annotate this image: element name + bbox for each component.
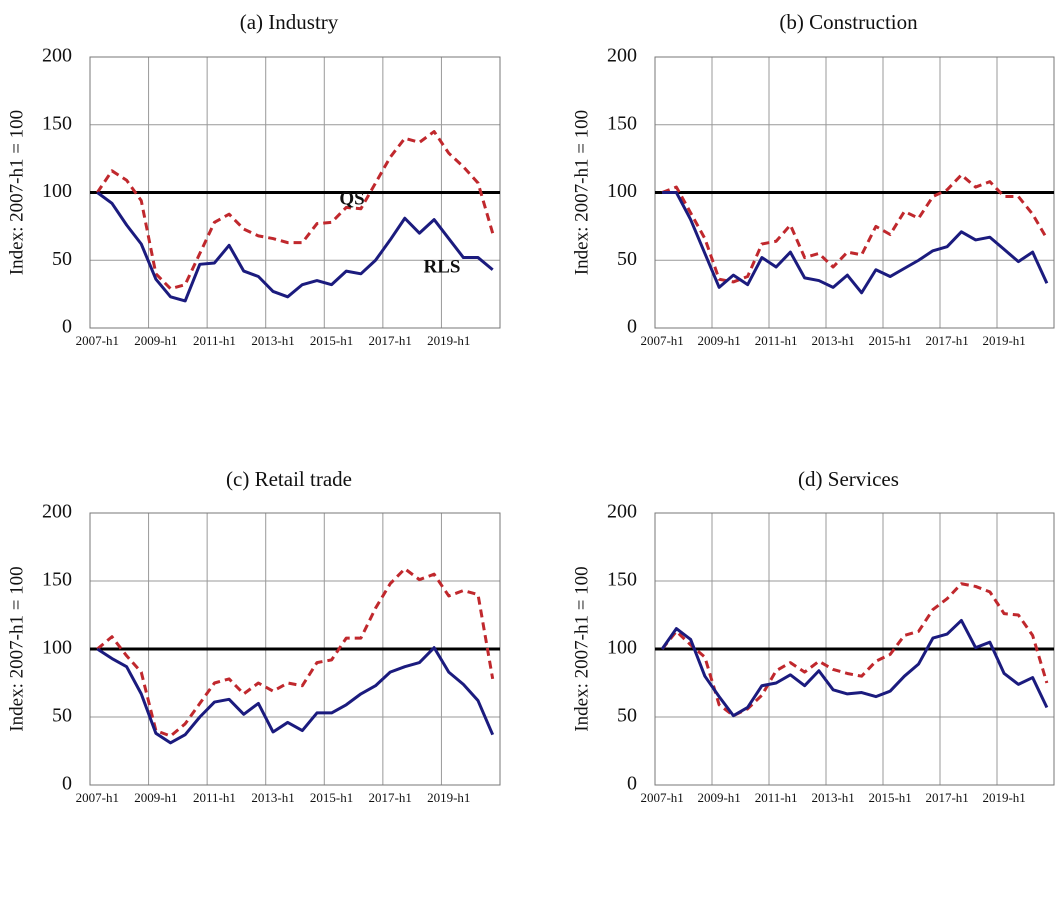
x-tick-label: 2007-h1: [76, 333, 119, 348]
y-tick-label: 200: [42, 501, 72, 523]
x-tick-label: 2017-h1: [925, 333, 968, 348]
x-tick-label: 2015-h1: [868, 333, 911, 348]
y-tick-label: 50: [52, 705, 72, 727]
y-axis-label: Index: 2007-h1 = 100: [571, 110, 592, 275]
y-tick-label: 100: [42, 180, 72, 202]
x-tick-label: 2013-h1: [251, 333, 294, 348]
y-tick-label: 200: [607, 501, 637, 523]
y-tick-label: 100: [42, 637, 72, 659]
series-line: [661, 173, 1049, 284]
y-tick-label: 0: [627, 773, 637, 795]
x-tick-label: 2019-h1: [982, 790, 1025, 805]
x-tick-label: 2007-h1: [640, 333, 683, 348]
x-tick-label: 2009-h1: [134, 333, 177, 348]
x-tick-label: 2009-h1: [134, 790, 177, 805]
y-axis-label: Index: 2007-h1 = 100: [571, 566, 592, 731]
y-tick-label: 150: [607, 112, 637, 134]
y-tick-label: 100: [607, 637, 637, 659]
series-label: RLS: [424, 256, 461, 277]
x-tick-label: 2007-h1: [76, 790, 119, 805]
x-tick-label: 2011-h1: [755, 333, 798, 348]
series-line: [662, 191, 1049, 295]
y-tick-label: 150: [42, 112, 72, 134]
y-tick-label: 150: [42, 569, 72, 591]
y-tick-label: 100: [607, 180, 637, 202]
chart-title: (b) Construction: [779, 10, 918, 34]
series-line: [96, 191, 494, 303]
x-tick-label: 2017-h1: [925, 790, 968, 805]
x-tick-label: 2011-h1: [193, 333, 236, 348]
x-tick-label: 2013-h1: [811, 790, 854, 805]
y-tick-label: 50: [617, 705, 637, 727]
y-tick-label: 0: [627, 316, 637, 338]
x-tick-label: 2011-h1: [193, 790, 236, 805]
x-tick-label: 2013-h1: [251, 790, 294, 805]
x-tick-label: 2015-h1: [310, 790, 353, 805]
chart-title: (a) Industry: [240, 10, 339, 34]
series-line: [660, 618, 1049, 718]
x-tick-label: 2011-h1: [755, 790, 798, 805]
y-tick-label: 0: [62, 316, 72, 338]
x-tick-label: 2017-h1: [369, 790, 412, 805]
series-line: [96, 567, 495, 738]
x-tick-label: 2019-h1: [427, 790, 470, 805]
x-tick-label: 2019-h1: [982, 333, 1025, 348]
y-tick-label: 50: [617, 248, 637, 270]
y-tick-label: 0: [62, 773, 72, 795]
x-tick-label: 2013-h1: [811, 333, 854, 348]
chart-title: (d) Services: [798, 467, 899, 491]
y-tick-label: 200: [42, 45, 72, 67]
y-axis-label: Index: 2007-h1 = 100: [6, 110, 27, 275]
x-tick-label: 2009-h1: [697, 790, 740, 805]
y-tick-label: 50: [52, 248, 72, 270]
y-tick-label: 150: [607, 569, 637, 591]
series-line: [96, 130, 495, 291]
x-tick-label: 2017-h1: [369, 333, 412, 348]
x-tick-label: 2009-h1: [697, 333, 740, 348]
chart-title: (c) Retail trade: [226, 467, 352, 491]
series-label: QS: [339, 188, 364, 209]
y-tick-label: 200: [607, 45, 637, 67]
x-tick-label: 2015-h1: [868, 790, 911, 805]
x-tick-label: 2007-h1: [640, 790, 683, 805]
x-tick-label: 2015-h1: [310, 333, 353, 348]
x-tick-label: 2019-h1: [427, 333, 470, 348]
y-axis-label: Index: 2007-h1 = 100: [6, 566, 27, 731]
series-line: [660, 582, 1049, 718]
series-line: [96, 646, 495, 745]
